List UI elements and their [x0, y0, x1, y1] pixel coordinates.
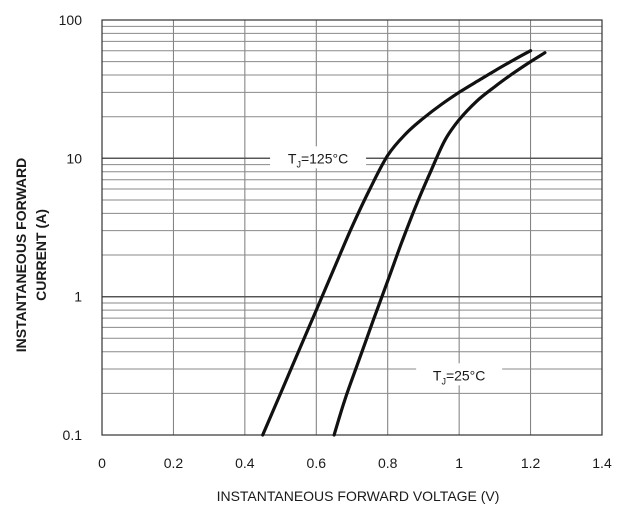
y-axis-label-line-2: CURRENT (A): [33, 209, 49, 301]
plot-frame: [101, 19, 603, 436]
series-annotations: TJ=125°C TJ=25°C: [270, 146, 503, 386]
x-tick-label: 0.6: [307, 455, 327, 471]
y-tick-label: 0.1: [63, 427, 83, 443]
y-axis-ticks: 0.1 1 10 100: [59, 12, 83, 443]
y-tick-label: 100: [59, 12, 83, 28]
y-tick-label: 10: [66, 150, 82, 166]
x-tick-label: 0.2: [164, 455, 184, 471]
x-tick-label: 1: [455, 455, 463, 471]
x-tick-label: 0.8: [378, 455, 398, 471]
x-tick-label: 0: [98, 455, 106, 471]
x-tick-label: 1.4: [592, 455, 612, 471]
y-tick-label: 1: [74, 289, 82, 305]
series-line-tj-125c: [261, 49, 533, 437]
y-axis-label: INSTANTANEOUS FORWARD CURRENT (A): [13, 158, 49, 352]
annotation-tj-25c-backing: [416, 363, 503, 386]
x-axis-label: INSTANTANEOUS FORWARD VOLTAGE (V): [217, 488, 500, 504]
annotation-tj-125c: TJ=125°C: [288, 150, 348, 169]
series-group: [261, 49, 547, 437]
annotation-tj-25c: TJ=25°C: [433, 367, 486, 386]
y-axis-label-line-1: INSTANTANEOUS FORWARD: [13, 158, 29, 352]
series-line-tj-25c: [332, 51, 547, 437]
x-axis-ticks: 0 0.2 0.4 0.6 0.8 1 1.2 1.4: [98, 455, 612, 471]
annotation-tj-125c-backing: [270, 146, 367, 169]
x-tick-label: 0.4: [235, 455, 255, 471]
x-tick-label: 1.2: [521, 455, 541, 471]
